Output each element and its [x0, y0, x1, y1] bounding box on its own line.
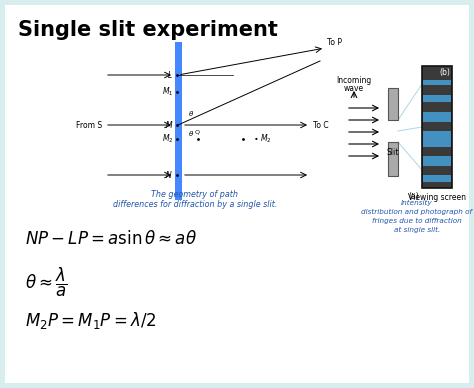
Text: $\theta$: $\theta$: [188, 109, 194, 118]
Text: Q: Q: [194, 129, 200, 134]
Text: (b): (b): [439, 68, 450, 77]
Bar: [175, 42, 182, 200]
Text: Single slit experiment: Single slit experiment: [18, 20, 278, 40]
Bar: [423, 175, 451, 182]
Text: The geometry of path: The geometry of path: [152, 190, 238, 199]
Text: $\theta$: $\theta$: [188, 129, 194, 138]
Text: $M_2P = M_1P = \lambda/2$: $M_2P = M_1P = \lambda/2$: [25, 310, 156, 331]
Bar: [423, 95, 451, 102]
Text: (a): (a): [409, 192, 419, 201]
Text: To C: To C: [313, 121, 328, 130]
Text: fringes due to diffraction: fringes due to diffraction: [372, 218, 462, 224]
Bar: [388, 142, 398, 176]
Bar: [423, 131, 451, 147]
Text: $M_2$: $M_2$: [162, 133, 173, 145]
Bar: [423, 112, 451, 122]
Text: wave: wave: [344, 84, 364, 93]
Text: $N$: $N$: [165, 170, 173, 180]
Bar: [423, 80, 451, 85]
Text: $M$: $M$: [164, 120, 173, 130]
Text: Viewing screen: Viewing screen: [408, 193, 466, 202]
Text: Incoming: Incoming: [337, 76, 372, 85]
Text: $L$: $L$: [167, 69, 173, 80]
Text: distribution and photograph of: distribution and photograph of: [362, 209, 473, 215]
Text: $NP - LP = a\sin\theta \approx a\theta$: $NP - LP = a\sin\theta \approx a\theta$: [25, 230, 197, 248]
Bar: [388, 88, 398, 120]
Text: at single slit.: at single slit.: [394, 227, 440, 233]
Text: $\theta \approx \dfrac{\lambda}{a}$: $\theta \approx \dfrac{\lambda}{a}$: [25, 266, 68, 299]
Bar: [423, 156, 451, 166]
Text: Intensity: Intensity: [401, 200, 433, 206]
Text: $M_1$: $M_1$: [162, 86, 173, 98]
Text: $\bullet\ M_2$: $\bullet\ M_2$: [253, 133, 272, 145]
Text: To P: To P: [327, 38, 342, 47]
Text: differences for diffraction by a single slit.: differences for diffraction by a single …: [113, 200, 277, 209]
Text: From S: From S: [76, 121, 102, 130]
Bar: [422, 66, 452, 188]
Text: Slit: Slit: [387, 148, 399, 157]
